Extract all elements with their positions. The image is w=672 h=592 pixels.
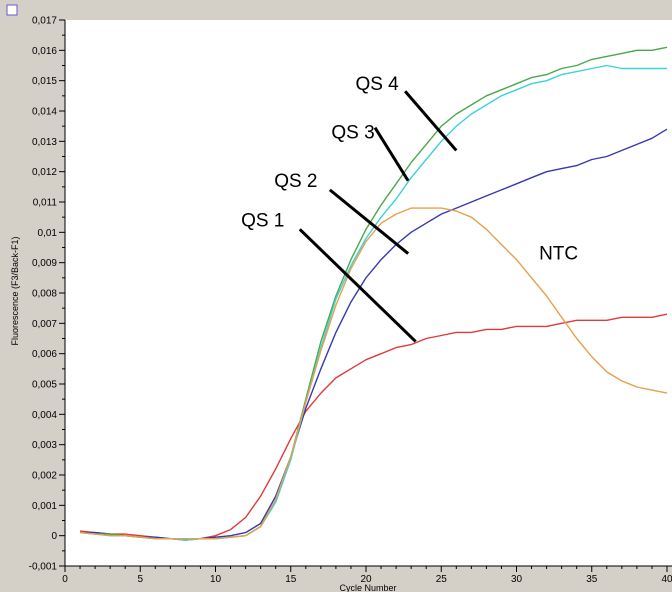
y-tick-label: 0,001 <box>32 501 57 512</box>
x-tick-label: 20 <box>360 574 372 585</box>
x-tick-label: 35 <box>586 574 598 585</box>
y-tick-label: 0,016 <box>32 46 57 57</box>
annotation-line-qs2 <box>328 188 410 255</box>
series-line-4 <box>79 64 667 541</box>
y-tick-label: 0,012 <box>32 167 57 178</box>
y-tick-label: 0,013 <box>32 137 57 148</box>
annotation-layer: QS 4 QS 3 QS 2 QS 1 NTC <box>241 74 578 343</box>
y-tick-label: 0,011 <box>33 198 58 209</box>
x-tick-label: 40 <box>661 574 672 585</box>
y-tick-label: 0,007 <box>32 319 57 330</box>
y-tick-label: 0,014 <box>32 107 57 118</box>
x-axis-label: Cycle Number <box>339 583 396 592</box>
y-tick-label: 0,004 <box>32 410 57 421</box>
annotation-line-qs1 <box>298 228 417 343</box>
series-line-5 <box>79 207 668 540</box>
y-tick-label: 0,01 <box>38 228 58 239</box>
y-axis-label: Fluorescence (F3/Back-F1) <box>10 236 20 345</box>
annotation-label-qs2: QS 2 <box>274 171 317 192</box>
series-layer <box>79 46 668 541</box>
y-tick-label: 0,005 <box>32 380 57 391</box>
annotation-label-qs1: QS 1 <box>241 210 284 231</box>
annotation-label-ntc: NTC <box>539 244 578 265</box>
chart-icon[interactable] <box>6 4 18 16</box>
y-tick-label: 0,002 <box>32 471 57 482</box>
y-tick-label: 0,008 <box>32 289 57 300</box>
annotation-label-qs4: QS 4 <box>355 74 399 95</box>
y-tick-label: 0,017 <box>32 16 57 27</box>
axes-layer: -0,001 0 0,001 0,002 0,003 0,004 0,005 0,006 0,0… <box>29 16 672 585</box>
plot-area <box>65 20 672 566</box>
annotation-line-qs4 <box>403 90 458 152</box>
x-tick-label: 30 <box>511 574 523 585</box>
x-tick-label: 10 <box>210 574 222 585</box>
x-tick-label: 15 <box>285 574 297 585</box>
x-tick-label: 0 <box>62 574 68 585</box>
annotation-label-qs3: QS 3 <box>331 122 374 143</box>
x-tick-label: 25 <box>436 574 448 585</box>
y-tick-label: 0 <box>51 531 57 542</box>
y-tick-label: 0,015 <box>32 76 57 87</box>
y-tick-label: 0,006 <box>32 349 57 360</box>
y-tick-label: 0,009 <box>32 258 57 269</box>
y-tick-label: 0,003 <box>32 440 57 451</box>
y-tick-label: -0,001 <box>29 562 58 573</box>
x-tick-label: 5 <box>137 574 143 585</box>
annotation-line-qs3 <box>373 126 410 182</box>
